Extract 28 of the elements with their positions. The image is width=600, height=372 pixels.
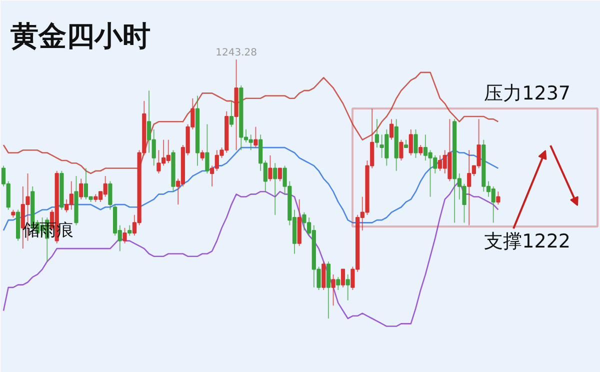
candlestick [346, 274, 350, 301]
candlestick [414, 128, 418, 158]
candlestick [205, 124, 210, 174]
annotation: 1243.28 [216, 48, 257, 58]
candlestick [340, 268, 346, 288]
candlestick [336, 276, 340, 291]
candlestick [122, 227, 127, 244]
candlestick [79, 178, 84, 200]
candlestick [108, 180, 112, 210]
annotation: 压力1237 [484, 82, 571, 104]
candlestick [229, 100, 234, 128]
candlestick [322, 261, 326, 291]
candlestick [273, 162, 278, 216]
candlestick [278, 168, 282, 182]
candlestick [326, 261, 330, 319]
candlestick [128, 224, 132, 236]
annotation: 支撑1222 [484, 230, 571, 252]
candlestick [408, 128, 413, 156]
candlestick [374, 118, 379, 148]
candlestick [389, 118, 394, 140]
candlestick [399, 139, 404, 162]
chart-title: 黄金四小时 [10, 20, 150, 52]
candlestick [200, 150, 204, 162]
candlestick [496, 191, 500, 206]
candlestick [268, 154, 272, 182]
candlestick [331, 274, 336, 306]
candlestick [254, 126, 258, 148]
candlestick [418, 144, 423, 156]
